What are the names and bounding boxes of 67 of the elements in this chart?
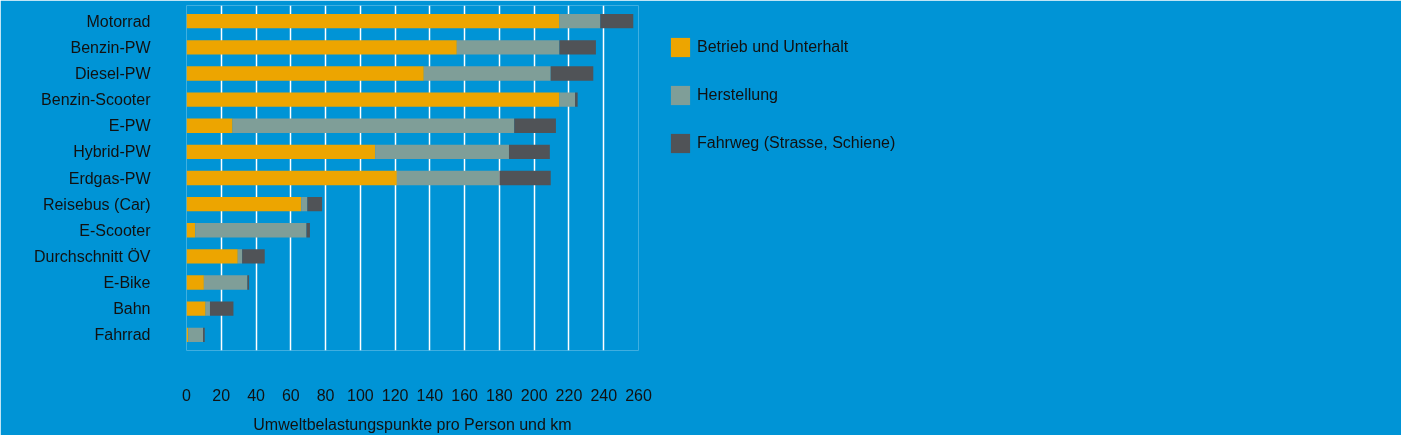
bar — [600, 13, 634, 29]
bar — [186, 66, 424, 81]
x-tick-label: 20 — [212, 386, 231, 404]
y-tick-label: Hybrid-PW — [73, 143, 152, 161]
bar — [508, 144, 550, 160]
x-tick-label: 0 — [182, 386, 192, 404]
y-tick-label: Reisebus (Car) — [42, 195, 151, 213]
bar — [188, 327, 204, 343]
x-tick-label: 160 — [451, 386, 479, 404]
y-tick-label: E-PW — [108, 117, 152, 135]
x-tick-label: 140 — [416, 386, 444, 404]
x-tick-label: 220 — [555, 386, 583, 404]
bar — [306, 223, 310, 238]
bar — [301, 196, 308, 212]
bar — [186, 92, 560, 107]
y-tick-label: Durchschnitt ÖV — [34, 247, 151, 265]
legend-label: Betrieb und Unterhalt — [697, 38, 849, 56]
bar — [186, 275, 204, 290]
bar — [232, 118, 515, 133]
bar — [186, 301, 206, 316]
y-tick-label: Erdgas-PW — [68, 169, 152, 187]
bar — [559, 13, 601, 29]
x-tick-label: 80 — [316, 386, 335, 404]
x-tick-label: 40 — [247, 386, 266, 404]
y-tick-label: Benzin-PW — [70, 38, 152, 56]
bar — [575, 92, 578, 107]
x-tick-label: 240 — [590, 386, 618, 404]
x-tick-label: 200 — [520, 386, 548, 404]
legend-label: Fahrweg (Strasse, Schiene) — [697, 134, 896, 152]
bar — [209, 301, 234, 316]
y-tick-label: Benzin-Scooter — [41, 91, 152, 109]
bar — [423, 66, 551, 81]
bar — [499, 170, 551, 186]
bar — [186, 223, 196, 238]
bar — [205, 301, 210, 316]
bar — [237, 249, 243, 264]
bar — [186, 13, 560, 29]
x-tick-label: 120 — [381, 386, 409, 404]
bar — [186, 40, 457, 55]
y-tick-label: Bahn — [113, 300, 151, 318]
bar — [242, 249, 265, 264]
x-axis-title: Umweltbelastungspunkte pro Person und km — [253, 415, 572, 433]
y-tick-label: Motorrad — [86, 12, 151, 30]
x-tick-label: 100 — [347, 386, 374, 404]
x-tick-label: 260 — [625, 386, 652, 404]
x-tick-label: 180 — [486, 386, 513, 404]
bar — [195, 223, 307, 238]
bar — [559, 40, 596, 55]
y-tick-label: E-Bike — [103, 274, 151, 292]
bar — [375, 144, 509, 160]
y-tick-label: Diesel-PW — [74, 64, 152, 82]
bar — [186, 144, 376, 160]
x-tick-label: 60 — [281, 386, 300, 404]
bar — [186, 196, 302, 212]
bar — [456, 40, 560, 55]
bar — [186, 249, 238, 264]
bar — [186, 170, 397, 186]
y-tick-label: Fahrrad — [94, 326, 151, 344]
bar — [186, 118, 233, 133]
y-tick-label: E-Scooter — [79, 221, 152, 239]
bar — [559, 92, 576, 107]
bar — [307, 196, 323, 212]
bar — [550, 66, 594, 81]
bar — [396, 170, 500, 186]
bar — [203, 275, 248, 290]
bar — [514, 118, 556, 133]
legend-label: Herstellung — [697, 86, 778, 104]
